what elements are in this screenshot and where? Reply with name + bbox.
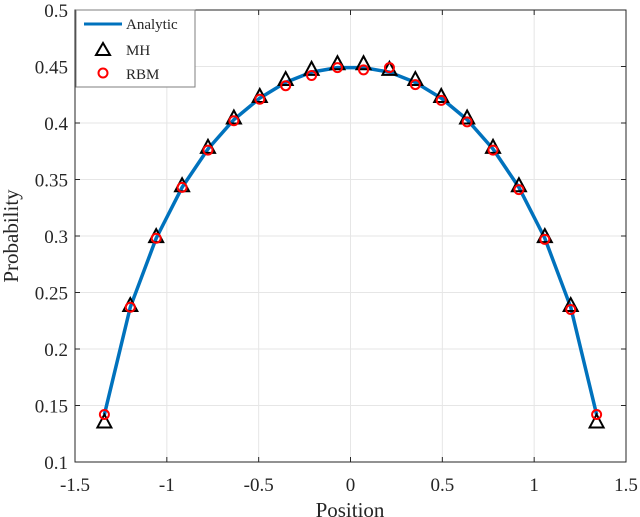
legend-label-mh: MH [126, 43, 150, 59]
rbm-circle-marker [539, 233, 551, 245]
y-tick-label: 0.1 [44, 453, 68, 474]
x-tick-label: -1.5 [60, 475, 90, 496]
rbm-circle-marker [280, 80, 292, 92]
mh-triangle-marker [302, 59, 321, 76]
legend-label-analytic: Analytic [126, 17, 178, 33]
x-tick-label: -0.5 [244, 475, 274, 496]
rbm-circle-marker [435, 94, 447, 106]
y-tick-label: 0.45 [35, 58, 68, 79]
plot-border [74, 9, 627, 463]
legend-circle-icon [97, 67, 109, 79]
x-tick-label: 0 [346, 475, 356, 496]
x-tick-label: -1 [159, 475, 175, 496]
rbm-circle-marker [409, 79, 421, 91]
y-tick-label: 0.3 [44, 227, 68, 248]
x-tick-label: 0.5 [430, 475, 454, 496]
x-axis-title: Position [316, 498, 385, 517]
grid-lines [74, 9, 627, 463]
mh-triangle-marker [354, 54, 373, 71]
x-tick-label: 1.5 [614, 475, 638, 496]
analytic-line [102, 65, 599, 415]
rbm-circle-marker [98, 409, 110, 421]
y-tick-labels: 0.1 0.15 0.2 0.25 0.3 0.35 0.4 0.45 0.5 [35, 1, 69, 474]
rbm-circle-marker [124, 301, 136, 313]
rbm-circle-marker [254, 93, 266, 105]
mh-triangle-marker [276, 69, 295, 87]
legend: Analytic MH RBM [75, 9, 196, 88]
rbm-circle-marker [228, 115, 240, 127]
rbm-circle-marker [150, 232, 162, 244]
rbm-circle-marker [358, 64, 370, 76]
legend-label-rbm: RBM [126, 67, 159, 83]
rbm-circle-marker [487, 144, 499, 156]
analytic-curve [102, 65, 599, 415]
rbm-circle-marker [176, 181, 188, 193]
legend-triangle-icon [94, 41, 112, 56]
mh-triangle-marker [432, 86, 450, 104]
y-tick-label: 0.5 [44, 1, 68, 22]
rbm-circle-marker [461, 116, 473, 128]
rbm-circle-marker [202, 144, 214, 156]
rbm-circle-marker [591, 409, 603, 421]
rbm-markers [98, 62, 603, 421]
mh-triangle-marker [587, 412, 606, 429]
x-tick-label: 1 [529, 475, 539, 496]
rbm-circle-marker [331, 62, 343, 74]
rbm-circle-marker [306, 70, 318, 82]
y-tick-label: 0.25 [35, 284, 68, 305]
rbm-circle-marker [565, 303, 577, 315]
x-tick-labels: -1.5 -1 -0.5 0 0.5 1 1.5 [60, 475, 638, 496]
mh-triangle-marker [458, 108, 476, 125]
mh-triangle-marker [510, 176, 528, 193]
mh-triangle-marker [328, 54, 347, 71]
y-tick-label: 0.4 [44, 114, 68, 135]
rbm-circle-marker [513, 184, 525, 196]
y-tick-label: 0.2 [44, 340, 68, 361]
mh-triangle-marker [95, 412, 114, 429]
y-axis-title: Probability [0, 189, 23, 283]
y-tick-label: 0.15 [35, 397, 68, 418]
y-tick-label: 0.35 [35, 171, 68, 192]
rbm-circle-marker [383, 62, 395, 74]
mh-triangle-marker [562, 295, 580, 313]
mh-triangle-marker [406, 69, 425, 87]
axes-frame [74, 9, 627, 463]
